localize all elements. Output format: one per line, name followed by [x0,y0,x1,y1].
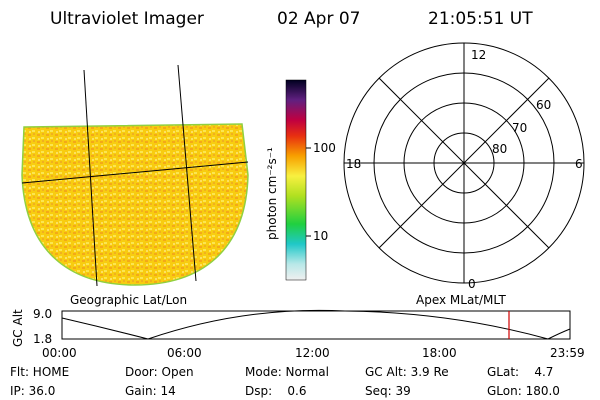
lat-label: 60 [536,98,551,112]
colorbar [285,79,307,281]
colorbar-tick-label: 100 [313,141,336,155]
status-field: IP: 36.0 [10,384,55,398]
altitude-y-tick: 9.0 [33,307,52,321]
date: 02 Apr 07 [277,9,360,29]
status-field: Flt: HOME [10,365,69,379]
altitude-x-tick: 23:59 [550,346,585,360]
polar-label: Apex MLat/MLT [416,293,506,307]
status-field: GC Alt: 3.9 Re [365,365,449,379]
status-field: GLon: 180.0 [487,384,560,398]
uv-image [21,64,249,287]
status-field: Door: Open [125,365,194,379]
altitude-x-tick: 12:00 [295,346,330,360]
lat-label: 70 [512,121,527,135]
status-field: GLat: 4.7 [487,365,553,379]
status-field: Gain: 14 [125,384,176,398]
polar-grid [343,42,585,284]
hour-label: 18 [346,157,361,171]
altitude-x-tick: 18:00 [422,346,457,360]
status-field: Dsp: 0.6 [245,384,307,398]
hour-label: 12 [471,48,486,62]
altitude-x-tick: 00:00 [42,346,77,360]
hour-label: 6 [575,157,583,171]
time: 21:05:51 UT [428,9,533,29]
altitude-label: GC Alt [11,309,25,347]
status-panel: Flt: HOME Door: Open Mode: Normal GC Alt: 3… [10,365,560,398]
status-field: Seq: 39 [365,384,411,398]
altitude-frame [61,310,571,340]
altitude-curve [61,309,571,340]
image-label: Geographic Lat/Lon [70,293,187,307]
colorbar-label: photon cm⁻²s⁻¹ [265,147,279,240]
title: Ultraviolet Imager [50,9,204,29]
altitude-y-tick: 1.8 [33,332,52,346]
altitude-x-tick: 06:00 [167,346,202,360]
lat-label: 80 [492,142,507,156]
hour-label: 0 [468,277,476,291]
colorbar-tick-label: 10 [313,229,328,243]
status-field: Mode: Normal [245,365,329,379]
